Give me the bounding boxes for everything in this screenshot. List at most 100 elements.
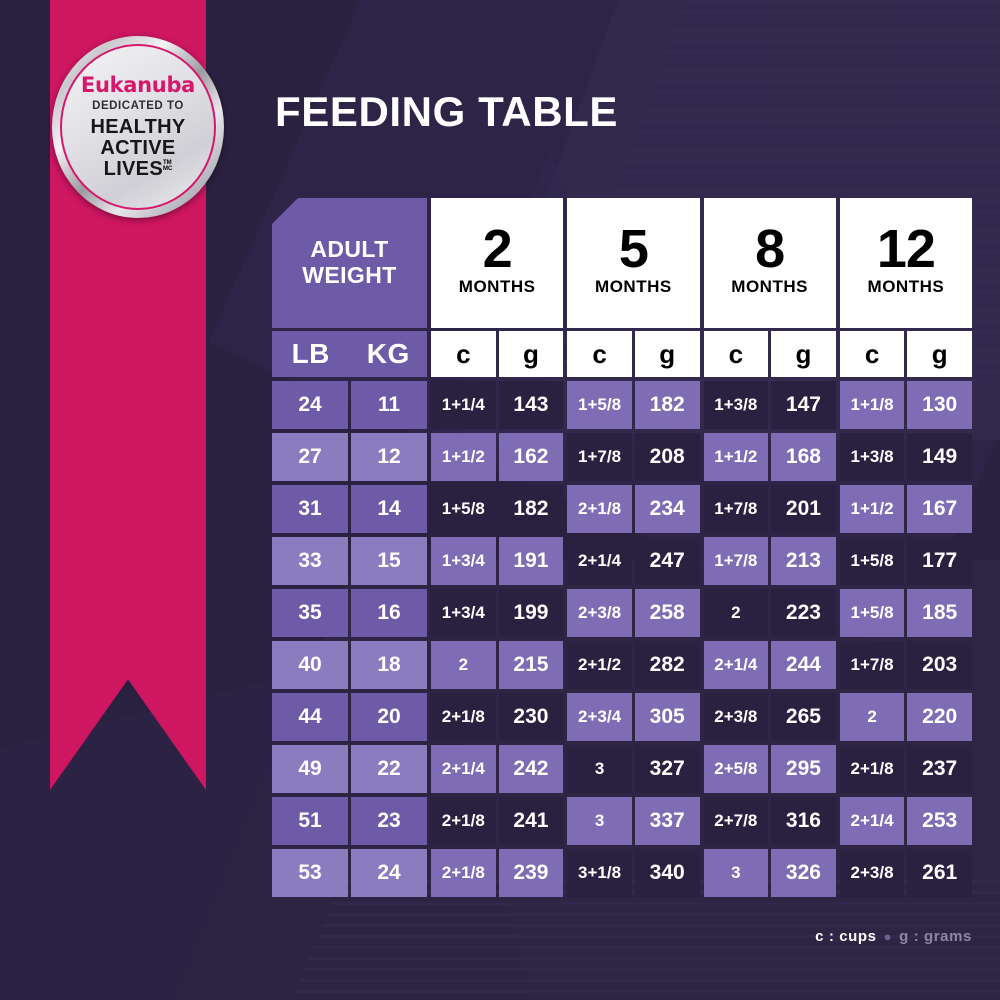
month-number: 8 bbox=[755, 219, 785, 280]
grams-cell-12-months: 177 bbox=[907, 537, 972, 585]
cups-cell-2-months: 1+1/4 bbox=[431, 381, 496, 429]
weight-cells: 35 16 bbox=[272, 589, 427, 637]
cups-cell-8-months: 2+5/8 bbox=[703, 745, 769, 793]
weight-cell-lb: 44 bbox=[272, 693, 348, 741]
weight-cell-kg: 24 bbox=[351, 849, 427, 897]
weight-cell-kg: 23 bbox=[351, 797, 427, 845]
grams-cell-8-months: 223 bbox=[771, 589, 836, 637]
cell-group-12-months: 1+5/8 177 bbox=[839, 537, 972, 585]
cell-group-5-months: 3+1/8 340 bbox=[567, 849, 700, 897]
grams-cell-8-months: 213 bbox=[771, 537, 836, 585]
unit-header-cups: c bbox=[567, 331, 632, 377]
grams-cell-12-months: 149 bbox=[907, 433, 972, 481]
cell-group-8-months: 1+3/8 147 bbox=[703, 381, 836, 429]
weight-cell-lb: 35 bbox=[272, 589, 348, 637]
grams-cell-2-months: 215 bbox=[498, 641, 564, 689]
month-number: 5 bbox=[618, 219, 649, 280]
adult-weight-header: ADULT WEIGHT bbox=[272, 198, 427, 328]
weight-cell-kg: 12 bbox=[351, 433, 427, 481]
grams-cell-12-months: 253 bbox=[907, 797, 972, 845]
cups-cell-5-months: 1+5/8 bbox=[567, 381, 632, 429]
grams-cell-5-months: 327 bbox=[634, 745, 700, 793]
unit-group-8-months: c g bbox=[703, 331, 836, 377]
cups-cell-8-months: 2+1/4 bbox=[703, 641, 769, 689]
cups-cell-2-months: 2+1/8 bbox=[431, 797, 496, 845]
cups-cell-5-months: 3 bbox=[567, 797, 632, 845]
grams-cell-12-months: 203 bbox=[907, 641, 972, 689]
cell-group-2-months: 2+1/4 242 bbox=[431, 745, 564, 793]
cups-cell-5-months: 2+1/2 bbox=[567, 641, 632, 689]
cell-group-5-months: 1+5/8 182 bbox=[567, 381, 700, 429]
weight-cell-lb: 40 bbox=[272, 641, 348, 689]
cell-group-8-months: 1+1/2 168 bbox=[703, 433, 836, 481]
cups-cell-2-months: 2+1/8 bbox=[431, 693, 496, 741]
cell-group-5-months: 3 337 bbox=[567, 797, 700, 845]
grams-cell-12-months: 185 bbox=[907, 589, 972, 637]
month-label: MONTHS bbox=[731, 276, 808, 296]
month-header-2: 2 MONTHS bbox=[431, 198, 564, 328]
unit-group-5-months: c g bbox=[567, 331, 700, 377]
cell-group-12-months: 2+1/8 237 bbox=[839, 745, 972, 793]
cups-cell-12-months: 2 bbox=[839, 693, 905, 741]
weight-cells: 44 20 bbox=[272, 693, 427, 741]
unit-header-grams: g bbox=[771, 331, 836, 377]
grams-cell-2-months: 241 bbox=[498, 797, 564, 845]
grams-cell-5-months: 258 bbox=[634, 589, 700, 637]
table-header-row: ADULT WEIGHT 2 MONTHS 5 MONTHS 8 MONTHS … bbox=[272, 198, 972, 328]
grams-cell-5-months: 208 bbox=[634, 433, 700, 481]
badge-lives-row: LIVES TM MC bbox=[103, 157, 173, 180]
cups-cell-8-months: 1+1/2 bbox=[703, 433, 769, 481]
badge-lives-text: LIVES bbox=[103, 157, 163, 180]
cell-group-2-months: 1+3/4 191 bbox=[431, 537, 564, 585]
weight-cell-lb: 51 bbox=[272, 797, 348, 845]
weight-cell-lb: 27 bbox=[272, 433, 348, 481]
cell-group-12-months: 1+3/8 149 bbox=[839, 433, 972, 481]
weight-unit-headers: LB KG bbox=[272, 331, 427, 377]
cups-cell-5-months: 2+1/4 bbox=[567, 537, 632, 585]
table-row: 44 20 2+1/8 230 2+3/4 305 2+3/8 265 2 220 bbox=[272, 693, 972, 741]
grams-cell-5-months: 337 bbox=[634, 797, 700, 845]
cups-cell-8-months: 1+7/8 bbox=[703, 485, 769, 533]
cups-cell-5-months: 2+3/4 bbox=[567, 693, 632, 741]
weight-cell-kg: 18 bbox=[351, 641, 427, 689]
unit-header-cups: c bbox=[431, 331, 496, 377]
legend: c : cups ● g : grams bbox=[815, 928, 972, 945]
cups-cell-12-months: 1+3/8 bbox=[839, 433, 905, 481]
grams-cell-8-months: 265 bbox=[771, 693, 836, 741]
page-title: FEEDING TABLE bbox=[275, 88, 619, 135]
cell-group-8-months: 2+5/8 295 bbox=[703, 745, 836, 793]
cell-group-8-months: 1+7/8 201 bbox=[703, 485, 836, 533]
unit-header-grams: g bbox=[907, 331, 972, 377]
grams-cell-2-months: 239 bbox=[498, 849, 564, 897]
grams-cell-12-months: 130 bbox=[907, 381, 972, 429]
cups-cell-12-months: 1+1/8 bbox=[839, 381, 905, 429]
table-row: 33 15 1+3/4 191 2+1/4 247 1+7/8 213 1+5/8 177 bbox=[272, 537, 972, 585]
legend-separator-dot-icon: ● bbox=[883, 929, 893, 944]
weight-cell-kg: 20 bbox=[351, 693, 427, 741]
weight-cell-kg: 15 bbox=[351, 537, 427, 585]
weight-cells: 40 18 bbox=[272, 641, 427, 689]
grams-cell-12-months: 261 bbox=[907, 849, 972, 897]
cell-group-5-months: 2+1/4 247 bbox=[567, 537, 700, 585]
month-header-12: 12 MONTHS bbox=[839, 198, 972, 328]
unit-group-2-months: c g bbox=[431, 331, 564, 377]
month-label: MONTHS bbox=[458, 276, 536, 296]
unit-group-12-months: c g bbox=[839, 331, 972, 377]
cell-group-8-months: 2+3/8 265 bbox=[703, 693, 836, 741]
cell-group-8-months: 2 223 bbox=[703, 589, 836, 637]
grams-cell-12-months: 220 bbox=[907, 693, 972, 741]
table-row: 51 23 2+1/8 241 3 337 2+7/8 316 2+1/4 253 bbox=[272, 797, 972, 845]
cell-group-12-months: 2+3/8 261 bbox=[839, 849, 972, 897]
cell-group-5-months: 2+1/2 282 bbox=[567, 641, 700, 689]
weight-cells: 51 23 bbox=[272, 797, 427, 845]
weight-cells: 31 14 bbox=[272, 485, 427, 533]
cups-cell-12-months: 2+1/8 bbox=[839, 745, 905, 793]
weight-cell-lb: 49 bbox=[272, 745, 348, 793]
cell-group-5-months: 2+3/4 305 bbox=[567, 693, 700, 741]
badge-active-text: ACTIVE bbox=[100, 136, 176, 159]
grams-cell-5-months: 282 bbox=[634, 641, 700, 689]
cell-group-12-months: 2+1/4 253 bbox=[839, 797, 972, 845]
unit-header-cups: c bbox=[703, 331, 769, 377]
badge-brand-name: Eukanuba bbox=[80, 72, 196, 97]
cell-group-2-months: 2+1/8 239 bbox=[431, 849, 564, 897]
